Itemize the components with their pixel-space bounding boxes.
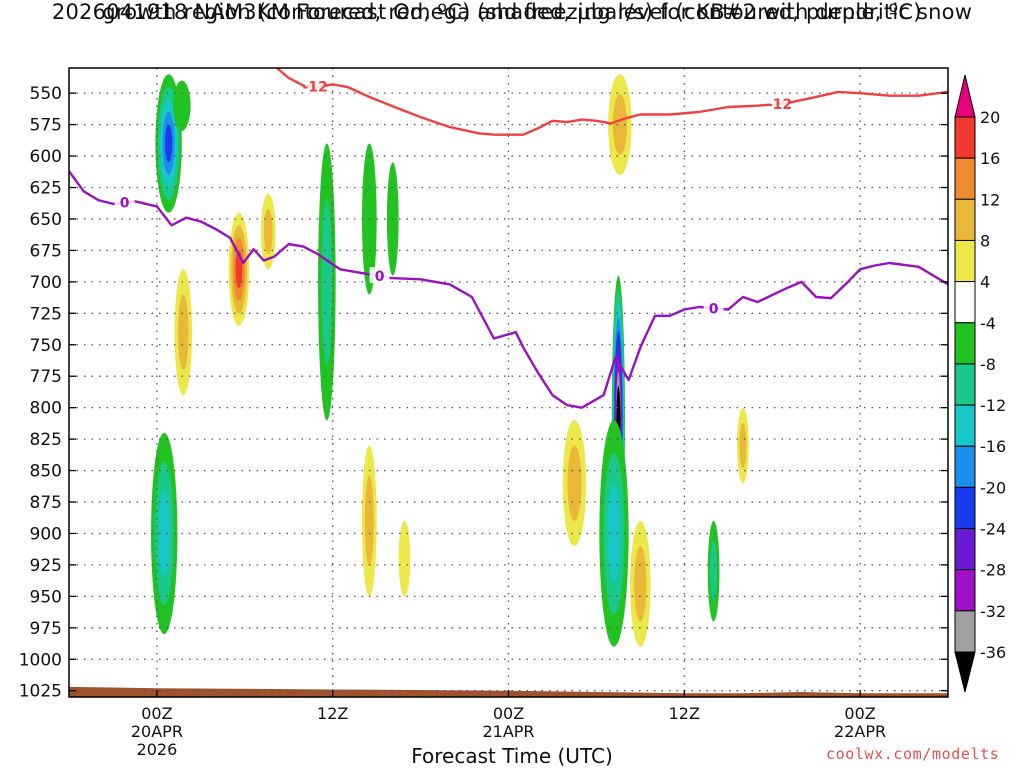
omega-shade-14-level-1 — [634, 546, 647, 622]
omega-shade-17-level-1 — [567, 445, 582, 521]
colorbar-label-10: -24 — [980, 520, 1006, 539]
contour-label-bg-1-0 — [114, 193, 135, 210]
plot-area: -12 -12 0 0 0 — [69, 68, 948, 697]
y-tick-label-875: 875 — [30, 493, 62, 513]
contour-label-bg-0-1 — [769, 94, 790, 111]
colorbar-top-triangle — [954, 74, 976, 118]
colorbar-label-2: 12 — [980, 190, 1000, 209]
plot-background — [69, 68, 948, 697]
colorbar-bottom-triangle — [954, 651, 976, 693]
chart-title-line-2: growth region (contoured, red, ºC) and f… — [102, 0, 922, 24]
x-tick-label-0-2: 20APR — [131, 722, 183, 741]
contour-label-1-2: 0 — [709, 301, 719, 317]
y-tick-label-1025: 1025 — [19, 682, 62, 702]
x-tick-label-36-1: 12Z — [669, 704, 700, 723]
y-tick-label-800: 800 — [30, 399, 62, 419]
y-tick-label-825: 825 — [30, 430, 62, 450]
omega-shade-2-level-0 — [173, 80, 191, 131]
y-tick-label-650: 650 — [30, 210, 62, 230]
y-tick-label-850: 850 — [30, 462, 62, 482]
omega-shade-4-level-1 — [263, 208, 273, 255]
y-tick-label-725: 725 — [30, 304, 62, 324]
omega-shade-5-level-1 — [177, 294, 189, 370]
colorbar-box-11 — [954, 569, 976, 612]
contour-label-1-0: 0 — [120, 196, 130, 212]
colorbar-box-9 — [954, 486, 976, 530]
colorbar-label-11: -28 — [980, 561, 1006, 580]
colorbar-label-9: -20 — [980, 478, 1006, 497]
colorbar-label-7: -12 — [980, 396, 1006, 415]
colorbar-label-4: 4 — [980, 273, 990, 292]
colorbar-label-12: -32 — [980, 602, 1006, 621]
x-tick-label-24-2: 21APR — [482, 722, 534, 741]
colorbar-box-8 — [954, 445, 976, 488]
colorbar-box-12 — [954, 610, 976, 653]
y-tick-label-600: 600 — [30, 147, 62, 167]
colorbar-box-7 — [954, 404, 976, 447]
colorbar-box-1 — [954, 157, 976, 200]
y-tick-label-1000: 1000 — [19, 650, 62, 670]
y-tick-label-925: 925 — [30, 556, 62, 576]
colorbar-box-4 — [954, 281, 976, 324]
x-tick-label-48-2: 22APR — [834, 722, 886, 741]
chart-title-line-1: 2026041918 NAM3KM Forecast Omega (shaded… — [51, 0, 973, 24]
y-tick-label-750: 750 — [30, 336, 62, 356]
contour-label-0-1: -12 — [767, 97, 792, 113]
omega-shade-6-level-1 — [321, 198, 333, 365]
colorbar-box-10 — [954, 528, 976, 571]
omega-shade-15-level-1 — [710, 541, 718, 602]
y-tick-label-550: 550 — [30, 84, 62, 104]
contour-line-0 — [276, 68, 948, 136]
omega-shade-13-level-1 — [612, 94, 627, 155]
omega-shade-9-level-1 — [364, 475, 374, 567]
colorbar-box-3 — [954, 239, 976, 283]
omega-shade-0-level-4 — [165, 124, 173, 163]
contour-label-bg-0-0 — [305, 77, 326, 94]
contour-label-bg-1-1 — [369, 267, 390, 284]
colorbar-label-8: -16 — [980, 437, 1006, 456]
colorbar-label-13: -36 — [980, 643, 1006, 662]
omega-shade-12-level-2 — [607, 484, 621, 582]
y-tick-label-700: 700 — [30, 273, 62, 293]
x-tick-label-24-1: 00Z — [493, 704, 524, 723]
y-tick-label-950: 950 — [30, 587, 62, 607]
contour-label-0-0: -12 — [302, 80, 327, 96]
contour-line-1 — [69, 170, 948, 409]
x-axis-label: Forecast Time (UTC) — [411, 744, 613, 768]
omega-shade-1-level-2 — [158, 490, 170, 577]
y-tick-label-625: 625 — [30, 179, 62, 199]
y-tick-label-575: 575 — [30, 116, 62, 136]
x-tick-label-0-1: 00Z — [141, 704, 172, 723]
omega-shade-16-level-1 — [739, 422, 747, 469]
y-tick-label-675: 675 — [30, 241, 62, 261]
y-tick-label-975: 975 — [30, 619, 62, 639]
colorbar-box-6 — [954, 363, 976, 406]
contour-label-1-1: 0 — [375, 269, 385, 285]
colorbar-box-5 — [954, 322, 976, 365]
x-tick-label-12-1: 12Z — [317, 704, 348, 723]
contour-label-bg-1-2 — [703, 299, 724, 316]
colorbar-label-5: -4 — [980, 314, 996, 333]
y-tick-label-775: 775 — [30, 367, 62, 387]
colorbar-label-1: 16 — [980, 149, 1000, 168]
colorbar-box-2 — [954, 198, 976, 241]
colorbar-label-6: -8 — [980, 355, 996, 374]
colorbar-label-0: 20 — [980, 108, 1000, 127]
x-tick-label-48-1: 00Z — [844, 704, 875, 723]
omega-shade-10-level-0 — [398, 520, 411, 597]
x-tick-label-0-3: 2026 — [137, 740, 178, 759]
y-tick-label-900: 900 — [30, 524, 62, 544]
colorbar-label-3: 8 — [980, 231, 990, 250]
credit-link[interactable]: coolwx.com/modelts — [826, 745, 1000, 763]
colorbar-box-0 — [954, 116, 976, 159]
